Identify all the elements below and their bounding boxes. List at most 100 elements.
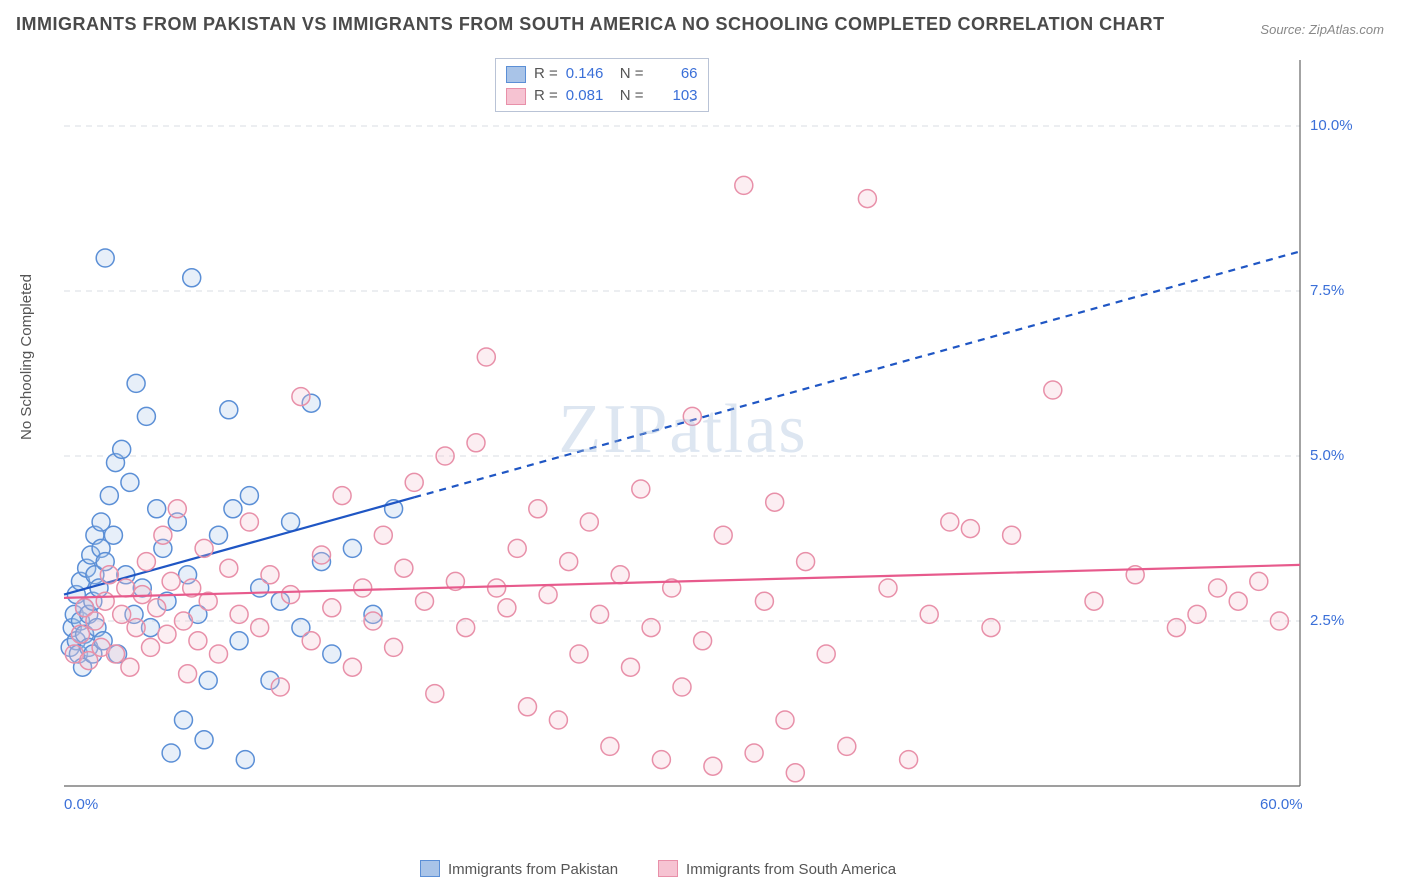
- data-point-pakistan: [230, 632, 248, 650]
- data-point-pakistan: [148, 500, 166, 518]
- data-point-south_america: [570, 645, 588, 663]
- data-point-south_america: [498, 599, 516, 617]
- data-point-south_america: [292, 388, 310, 406]
- data-point-south_america: [210, 645, 228, 663]
- legend-n-key: N =: [620, 63, 644, 85]
- legend-r-key: R =: [534, 63, 558, 85]
- data-point-pakistan: [224, 500, 242, 518]
- legend-r-value: 0.081: [566, 85, 612, 107]
- data-point-south_america: [1188, 605, 1206, 623]
- data-point-south_america: [1085, 592, 1103, 610]
- y-tick-label: 10.0%: [1310, 117, 1353, 134]
- data-point-south_america: [71, 625, 89, 643]
- data-point-south_america: [426, 685, 444, 703]
- data-point-pakistan: [96, 249, 114, 267]
- data-point-south_america: [364, 612, 382, 630]
- legend-n-key: N =: [620, 85, 644, 107]
- legend-swatch: [506, 88, 526, 105]
- data-point-south_america: [220, 559, 238, 577]
- y-tick-label: 5.0%: [1310, 447, 1344, 464]
- data-point-south_america: [127, 619, 145, 637]
- data-point-south_america: [601, 737, 619, 755]
- data-point-south_america: [117, 579, 135, 597]
- legend-r-value: 0.146: [566, 63, 612, 85]
- data-point-pakistan: [210, 526, 228, 544]
- data-point-south_america: [385, 638, 403, 656]
- data-point-south_america: [251, 619, 269, 637]
- data-point-south_america: [838, 737, 856, 755]
- y-tick-label: 2.5%: [1310, 612, 1344, 629]
- x-tick-label: 60.0%: [1260, 796, 1303, 813]
- data-point-south_america: [1003, 526, 1021, 544]
- source-attribution: Source: ZipAtlas.com: [1260, 22, 1384, 37]
- data-point-pakistan: [104, 526, 122, 544]
- data-point-pakistan: [127, 374, 145, 392]
- data-point-south_america: [652, 751, 670, 769]
- data-point-south_america: [797, 553, 815, 571]
- scatter-plot: [60, 56, 1360, 826]
- data-point-south_america: [1229, 592, 1247, 610]
- data-point-south_america: [529, 500, 547, 518]
- series-legend-label: Immigrants from Pakistan: [448, 861, 618, 878]
- data-point-pakistan: [282, 513, 300, 531]
- y-axis-label: No Schooling Completed: [18, 274, 35, 440]
- legend-n-value: 103: [652, 85, 698, 107]
- legend-row-pakistan: R = 0.146 N = 66: [506, 63, 698, 85]
- data-point-south_america: [1209, 579, 1227, 597]
- data-point-south_america: [86, 612, 104, 630]
- data-point-south_america: [694, 632, 712, 650]
- data-point-south_america: [1250, 572, 1268, 590]
- data-point-south_america: [174, 612, 192, 630]
- data-point-south_america: [920, 605, 938, 623]
- data-point-south_america: [154, 526, 172, 544]
- data-point-pakistan: [174, 711, 192, 729]
- legend-swatch: [658, 860, 678, 877]
- data-point-pakistan: [323, 645, 341, 663]
- data-point-south_america: [519, 698, 537, 716]
- data-point-south_america: [488, 579, 506, 597]
- data-point-south_america: [142, 638, 160, 656]
- data-point-pakistan: [113, 440, 131, 458]
- data-point-south_america: [189, 632, 207, 650]
- series-legend-item-south_america: Immigrants from South America: [658, 860, 896, 878]
- data-point-south_america: [313, 546, 331, 564]
- data-point-south_america: [560, 553, 578, 571]
- source-label: Source:: [1260, 22, 1305, 37]
- data-point-south_america: [745, 744, 763, 762]
- series-legend-label: Immigrants from South America: [686, 861, 896, 878]
- source-value: ZipAtlas.com: [1309, 22, 1384, 37]
- x-tick-label: 0.0%: [64, 796, 98, 813]
- data-point-south_america: [508, 539, 526, 557]
- data-point-south_america: [817, 645, 835, 663]
- data-point-pakistan: [195, 731, 213, 749]
- data-point-south_america: [302, 632, 320, 650]
- data-point-south_america: [704, 757, 722, 775]
- legend-r-key: R =: [534, 85, 558, 107]
- data-point-south_america: [416, 592, 434, 610]
- data-point-south_america: [323, 599, 341, 617]
- data-point-south_america: [354, 579, 372, 597]
- data-point-south_america: [632, 480, 650, 498]
- data-point-south_america: [179, 665, 197, 683]
- data-point-south_america: [148, 599, 166, 617]
- legend-row-south_america: R = 0.081 N = 103: [506, 85, 698, 107]
- legend-swatch: [420, 860, 440, 877]
- data-point-pakistan: [137, 407, 155, 425]
- data-point-south_america: [436, 447, 454, 465]
- data-point-south_america: [195, 539, 213, 557]
- data-point-south_america: [240, 513, 258, 531]
- legend-n-value: 66: [652, 63, 698, 85]
- data-point-south_america: [282, 586, 300, 604]
- data-point-south_america: [261, 566, 279, 584]
- data-point-south_america: [333, 487, 351, 505]
- y-tick-label: 7.5%: [1310, 282, 1344, 299]
- data-point-south_america: [580, 513, 598, 531]
- data-point-south_america: [477, 348, 495, 366]
- data-point-south_america: [162, 572, 180, 590]
- data-point-south_america: [1167, 619, 1185, 637]
- data-point-pakistan: [121, 473, 139, 491]
- data-point-south_america: [858, 190, 876, 208]
- data-point-south_america: [549, 711, 567, 729]
- series-legend-item-pakistan: Immigrants from Pakistan: [420, 860, 618, 878]
- data-point-south_america: [673, 678, 691, 696]
